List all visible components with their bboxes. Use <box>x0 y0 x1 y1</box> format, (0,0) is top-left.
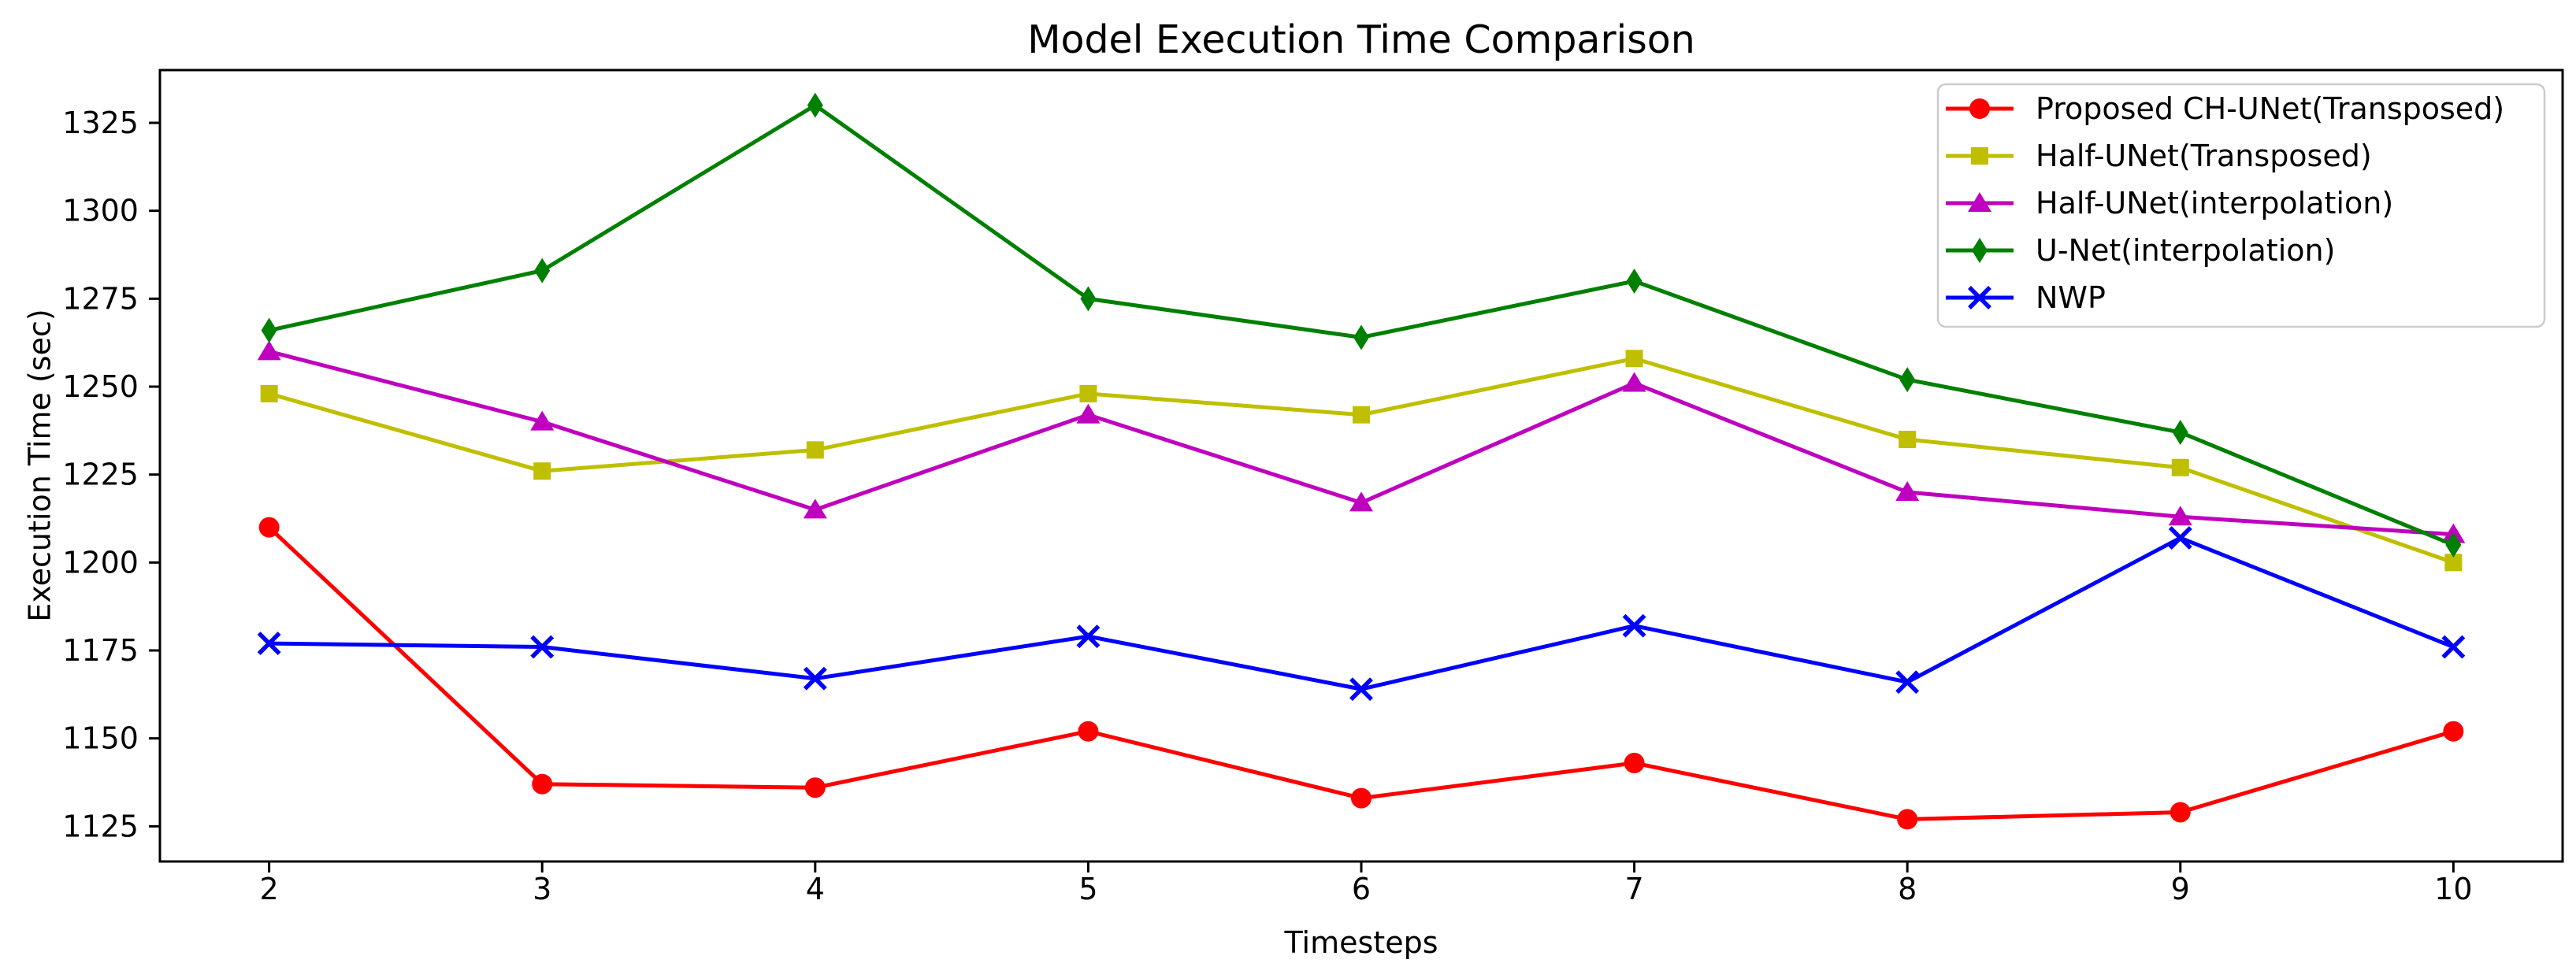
data-point-marker <box>2444 554 2463 572</box>
y-tick-label: 1275 <box>62 281 139 316</box>
legend-marker-diamond <box>1972 238 1988 263</box>
data-point-marker <box>1353 406 1370 424</box>
y-tick-label: 1175 <box>62 633 139 668</box>
data-point-marker <box>2170 802 2191 823</box>
series-line <box>268 356 2455 565</box>
x-tick-label: 10 <box>2434 872 2472 906</box>
data-point-marker <box>1624 752 1645 773</box>
x-tick-label: 7 <box>1624 872 1643 906</box>
data-point-marker <box>258 517 280 538</box>
data-point-marker <box>1349 491 1373 512</box>
y-tick-label: 1125 <box>62 809 139 843</box>
data-point-marker <box>1076 624 1101 649</box>
data-point-marker <box>1353 324 1369 350</box>
legend-box <box>1936 83 2546 328</box>
data-point-marker <box>1897 809 1918 830</box>
data-point-marker <box>257 340 281 361</box>
data-point-marker <box>260 384 278 402</box>
data-point-marker <box>2171 458 2189 476</box>
data-point-marker <box>803 498 827 519</box>
data-point-marker <box>1895 670 1920 695</box>
x-tick-label: 8 <box>1898 872 1917 906</box>
data-point-marker <box>261 317 277 343</box>
series-half-unet-transposed <box>260 350 2463 572</box>
axes-border <box>158 69 2564 863</box>
legend: Proposed CH-UNet(Transposed) Half-UNet(Tr… <box>1936 83 2546 328</box>
legend-marker-triangle <box>1968 192 1991 212</box>
legend-marker-x <box>1968 286 1991 309</box>
data-point-marker <box>2443 721 2464 742</box>
x-tick-label: 3 <box>533 872 551 906</box>
data-point-marker <box>1622 613 1646 638</box>
data-point-marker <box>2168 526 2192 550</box>
x-tick-label: 4 <box>806 872 825 906</box>
legend-item-nwp: NWP <box>1946 280 2106 315</box>
data-point-marker <box>1899 367 1916 393</box>
x-tick-label: 2 <box>260 872 279 906</box>
legend-item-u-net-interpolation: U-Net(interpolation) <box>1946 233 2335 268</box>
legend-item-half-unet-transposed: Half-UNet(Transposed) <box>1946 139 2372 173</box>
legend-marker-circle <box>1969 98 1990 119</box>
y-tick-label: 1325 <box>62 106 139 140</box>
y-tick-label: 1150 <box>62 721 139 756</box>
data-point-marker <box>257 632 281 656</box>
data-point-marker <box>1899 431 1917 448</box>
data-point-marker <box>1078 721 1099 742</box>
x-axis: 2 3 4 5 6 7 8 9 10 <box>260 861 2473 906</box>
data-point-marker <box>1080 286 1097 312</box>
data-point-marker <box>2441 635 2466 659</box>
data-point-marker <box>1079 384 1097 402</box>
legend-label: Half-UNet(interpolation) <box>2036 186 2393 220</box>
y-tick-label: 1225 <box>62 458 139 492</box>
data-point-marker <box>804 777 826 798</box>
data-point-marker <box>806 441 824 459</box>
series-u-net-interpolation <box>261 92 2462 558</box>
x-tick-label: 6 <box>1352 872 1371 906</box>
legend-item-proposed-ch-unet-transposed: Proposed CH-UNet(Transposed) <box>1946 91 2504 126</box>
data-point-marker <box>530 410 555 431</box>
data-point-marker <box>1076 403 1101 424</box>
data-point-marker <box>533 462 551 480</box>
legend-label: Proposed CH-UNet(Transposed) <box>2036 91 2504 126</box>
legend-label: U-Net(interpolation) <box>2036 233 2335 268</box>
legend-label: NWP <box>2036 280 2106 315</box>
data-point-marker <box>1626 269 1642 294</box>
series-nwp <box>257 526 2466 702</box>
series-proposed-ch-unet-transposed <box>258 517 2464 830</box>
legend-marker-square <box>1971 147 1988 165</box>
x-axis-label: Timesteps <box>1284 925 1438 960</box>
data-point-marker <box>2172 420 2188 446</box>
data-point-marker <box>1895 481 1920 501</box>
data-point-marker <box>2168 506 2192 526</box>
y-tick-label: 1300 <box>62 194 139 228</box>
data-point-marker <box>1622 372 1646 392</box>
x-tick-label: 5 <box>1078 872 1097 906</box>
series-half-unet-interpolation <box>257 340 2466 543</box>
x-tick-label: 9 <box>2171 872 2190 906</box>
data-point-marker <box>530 635 555 659</box>
chart-title: Model Execution Time Comparison <box>1027 17 1695 62</box>
data-point-marker <box>803 666 827 691</box>
data-point-marker <box>1351 787 1372 809</box>
data-point-marker <box>534 257 551 283</box>
y-tick-label: 1200 <box>62 545 139 580</box>
y-tick-label: 1250 <box>62 369 139 404</box>
series-line <box>267 525 2455 821</box>
legend-label: Half-UNet(Transposed) <box>2036 139 2372 173</box>
y-axis: 1125 1150 1175 1200 1225 1250 1275 1300 1325 <box>62 106 160 843</box>
legend-item-half-unet-interpolation: Half-UNet(interpolation) <box>1946 186 2393 220</box>
data-point-marker <box>1349 677 1373 702</box>
data-point-marker <box>2445 532 2462 558</box>
data-point-marker <box>1625 350 1643 368</box>
series-line <box>269 535 2455 691</box>
data-point-marker <box>807 92 823 118</box>
data-point-marker <box>532 773 553 795</box>
